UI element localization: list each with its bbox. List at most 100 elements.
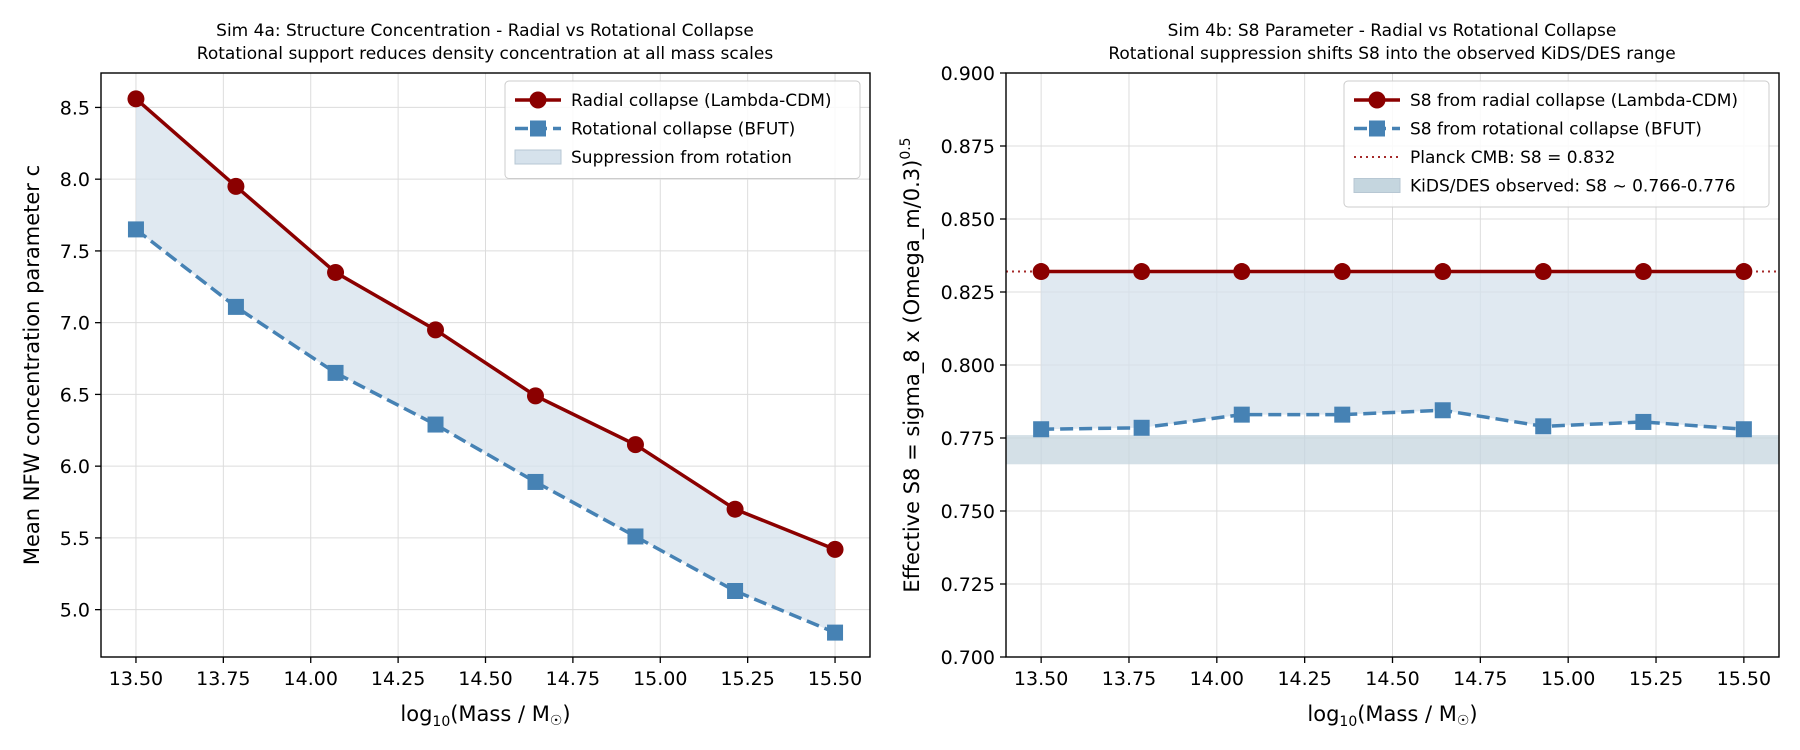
chart2-series-1-point-3 [1333,263,1351,281]
chart2-ytick-label-3: 0.775 [941,428,995,450]
chart2-series-2-point-4 [1434,402,1451,419]
chart2-ytick-label-0: 0.700 [941,647,995,669]
chart1-series-1-point-1 [227,177,245,195]
chart1-ytick-label-3: 6.5 [60,384,90,406]
chart2-legend-label-0: S8 from radial collapse (Lambda-CDM) [1410,91,1738,111]
chart2-series-2-point-2 [1233,406,1250,423]
chart1-series-1-point-2 [327,263,345,281]
chart2-xtick-label-6: 15.00 [1541,668,1595,690]
chart2-ylabel-exp: 0.5 [898,137,914,159]
chart2-series-1-point-5 [1534,263,1552,281]
chart1-series-1-line [134,97,836,552]
chart1-ytick-label-5: 7.5 [60,241,90,263]
chart2-legend-marker-1 [1369,120,1385,137]
chart2-xtick-label-5: 14.75 [1453,668,1507,690]
chart1-legend-label-2: Suppression from rotation [571,148,792,168]
chart2-ytick-label-6: 0.850 [941,209,995,231]
chart2-ytick-label-5: 0.825 [941,282,995,304]
chart1-xlabel-tail: (Mass / M [450,702,550,726]
chart2-series-1-point-6 [1634,263,1652,281]
chart1-xlabel-log: log [400,702,432,726]
chart2-legend-label-2: Planck CMB: S8 = 0.832 [1410,148,1615,168]
chart1-series-2-point-0 [127,221,144,238]
chart1-series-2-point-3 [427,416,444,433]
chart1-series-1-point-6 [726,500,744,518]
chart1-subtitle: Rotational support reduces density conce… [197,44,774,64]
chart1-series-2-point-5 [627,528,644,545]
chart2-series-2-point-3 [1334,406,1351,423]
chart2: Sim 4b: S8 Parameter - Radial vs Rotatio… [898,21,1780,730]
chart2-series-2-point-1 [1133,419,1150,436]
chart2-legend-label-1: S8 from rotational collapse (BFUT) [1410,120,1702,140]
chart1-ytick-label-1: 5.5 [60,528,90,550]
chart1-legend-marker-1 [530,120,546,137]
chart1-xlabel-sub: 10 [432,714,450,730]
chart1-ytick-label-4: 7.0 [60,313,90,335]
chart2-series-1-point-7 [1735,263,1753,281]
chart1-series-2-point-7 [827,624,844,641]
chart1-ytick-label-0: 5.0 [60,600,90,622]
chart2-xtick-label-4: 14.50 [1365,668,1419,690]
chart2-suppression-fill [1041,271,1744,430]
chart1-series-1-point-3 [427,321,445,339]
chart2-legend-label-3: KiDS/DES observed: S8 ~ 0.766-0.776 [1410,177,1736,197]
chart2-xtick-label-7: 15.25 [1629,668,1683,690]
chart1-xtick-label-7: 15.25 [720,668,774,690]
chart2-legend-patch-3 [1353,178,1401,193]
chart2-ylabel: Effective S8 = sigma_8 x (Omega_m/0.3)0.… [898,137,925,592]
chart1-legend-patch-2 [514,149,562,165]
chart2-ylabel-main: Effective S8 = sigma_8 x (Omega_m/0.3) [900,160,925,593]
chart2-legend-marker-0 [1368,91,1386,109]
chart1-title: Sim 4a: Structure Concentration - Radial… [216,21,754,41]
chart2-series-1-point-0 [1032,263,1050,281]
chart1-ylabel: Mean NFW concentration parameter c [20,165,44,565]
chart1-series-2-point-6 [727,582,744,599]
chart1-xtick-label-1: 13.75 [196,668,250,690]
chart1-series-2-point-2 [327,364,344,381]
chart1-ytick-label-7: 8.5 [60,97,90,119]
chart2-series-1-point-1 [1133,263,1151,281]
chart1-xtick-label-3: 14.25 [371,668,425,690]
chart1-series-1-point-5 [626,436,644,454]
chart1-xtick-label-0: 13.50 [109,668,163,690]
chart1-xlabel-end: ) [562,702,570,726]
chart1-xlabel: log10(Mass / M☉) [400,702,570,730]
chart2-ytick-label-7: 0.875 [941,136,995,158]
chart2-xlabel-end: ) [1469,702,1477,726]
chart2-plot-area [1006,73,1779,657]
chart2-series-2-point-5 [1535,418,1552,435]
chart2-xtick-label-0: 13.50 [1014,668,1068,690]
chart1-legend-label-1: Rotational collapse (BFUT) [571,120,795,140]
chart2-xlabel-sun: ☉ [1457,713,1470,729]
chart2-series-1-point-2 [1233,263,1251,281]
chart1-xlabel-sun: ☉ [550,713,563,729]
chart2-series-1-point-4 [1434,263,1452,281]
chart1-xtick-label-6: 15.00 [633,668,687,690]
chart1-ytick-label-6: 8.0 [60,169,90,191]
chart2-series-2-point-0 [1033,421,1050,438]
chart2-ytick-label-4: 0.800 [941,355,995,377]
chart1-legend-marker-0 [529,91,547,109]
chart1-series-1-point-4 [526,387,544,405]
chart2-xlabel: log10(Mass / M☉) [1307,702,1477,730]
chart2-ytick-label-8: 0.900 [941,63,995,85]
chart2-ytick-label-1: 0.725 [941,574,995,596]
chart2-xtick-label-2: 14.00 [1190,668,1244,690]
chart1-legend-label-0: Radial collapse (Lambda-CDM) [571,91,832,111]
chart2-subtitle: Rotational suppression shifts S8 into th… [1108,44,1675,64]
chart2-title: Sim 4b: S8 Parameter - Radial vs Rotatio… [1168,21,1617,41]
chart2-series-2-line [1041,408,1744,431]
chart2-xtick-label-8: 15.50 [1717,668,1771,690]
chart2-series-2-point-7 [1735,421,1752,438]
chart1-xtick-label-5: 14.75 [546,668,600,690]
chart1-xtick-label-2: 14.00 [284,668,338,690]
chart1-series-1-point-7 [826,540,844,558]
chart2-series-2-point-6 [1635,413,1652,430]
chart1-ytick-label-2: 6.0 [60,456,90,478]
chart2-xlabel-tail: (Mass / M [1357,702,1457,726]
chart1-xtick-label-8: 15.50 [808,668,862,690]
chart1-series-2-point-4 [527,473,544,490]
chart2-xtick-label-1: 13.75 [1102,668,1156,690]
chart2-legend: S8 from radial collapse (Lambda-CDM) S8 f… [1343,80,1770,208]
